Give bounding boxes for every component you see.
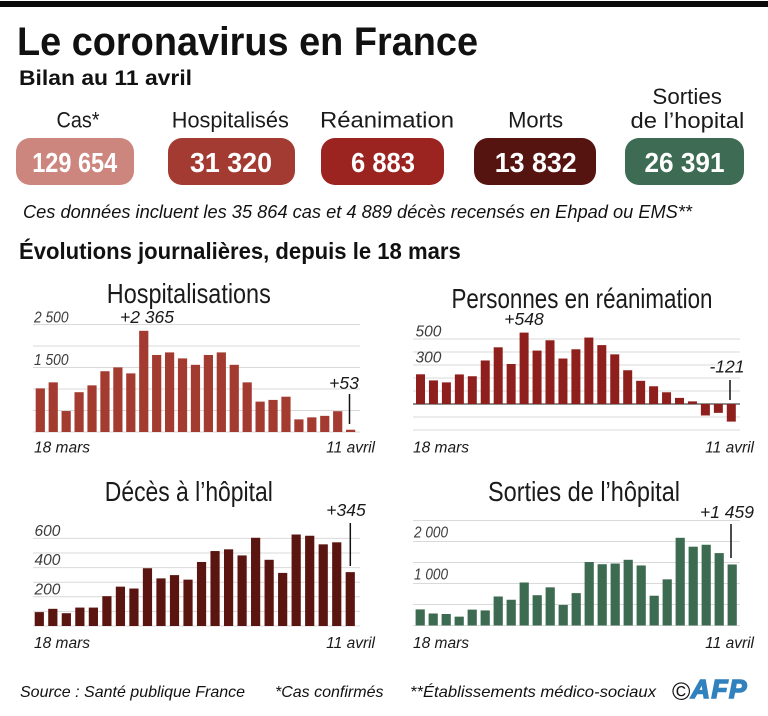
svg-text:400: 400 [35, 552, 61, 569]
svg-text:11 avril: 11 avril [705, 440, 754, 457]
svg-text:500: 500 [416, 324, 442, 341]
svg-text:200: 200 [34, 582, 61, 599]
svg-text:2 500: 2 500 [33, 310, 69, 327]
svg-text:1 500: 1 500 [34, 352, 69, 369]
svg-text:129 654: 129 654 [32, 147, 117, 178]
svg-text:+548: +548 [504, 309, 544, 329]
svg-text:300: 300 [416, 350, 442, 367]
svg-text:Personnes en réanimation: Personnes en réanimation [452, 283, 713, 314]
svg-text:18 mars: 18 mars [413, 635, 469, 652]
svg-text:Réanimation: Réanimation [320, 107, 454, 132]
svg-text:©: © [672, 678, 691, 706]
svg-text:Sorties de l’hôpital: Sorties de l’hôpital [488, 476, 680, 507]
svg-text:11 avril: 11 avril [326, 440, 375, 457]
svg-text:+345: +345 [326, 500, 366, 520]
svg-text:11 avril: 11 avril [705, 635, 754, 652]
svg-text:18 mars: 18 mars [413, 440, 469, 457]
svg-text:AFP: AFP [690, 674, 748, 704]
svg-text:11 avril: 11 avril [326, 635, 375, 652]
svg-text:1 000: 1 000 [414, 567, 448, 584]
svg-text:13 832: 13 832 [495, 147, 577, 178]
svg-text:+53: +53 [329, 373, 359, 393]
svg-text:Hospitalisations: Hospitalisations [107, 278, 271, 309]
svg-text:31 320: 31 320 [190, 147, 272, 178]
svg-text:-121: -121 [709, 357, 744, 377]
svg-text:600: 600 [35, 523, 61, 540]
svg-text:Morts: Morts [508, 107, 563, 132]
svg-text:+2 365: +2 365 [120, 307, 174, 327]
svg-text:de l’hopital: de l’hopital [631, 108, 745, 133]
svg-text:Décès à l’hôpital: Décès à l’hôpital [105, 476, 273, 507]
svg-text:26 391: 26 391 [645, 147, 725, 178]
svg-text:2 000: 2 000 [413, 525, 448, 542]
svg-text:18 mars: 18 mars [34, 635, 90, 652]
svg-text:6 883: 6 883 [351, 147, 415, 178]
svg-text:Sorties: Sorties [652, 84, 722, 109]
svg-text:+1 459: +1 459 [700, 502, 754, 522]
svg-text:Hospitalisés: Hospitalisés [172, 107, 289, 132]
svg-text:18 mars: 18 mars [34, 440, 90, 457]
svg-text:Cas*: Cas* [57, 107, 100, 132]
